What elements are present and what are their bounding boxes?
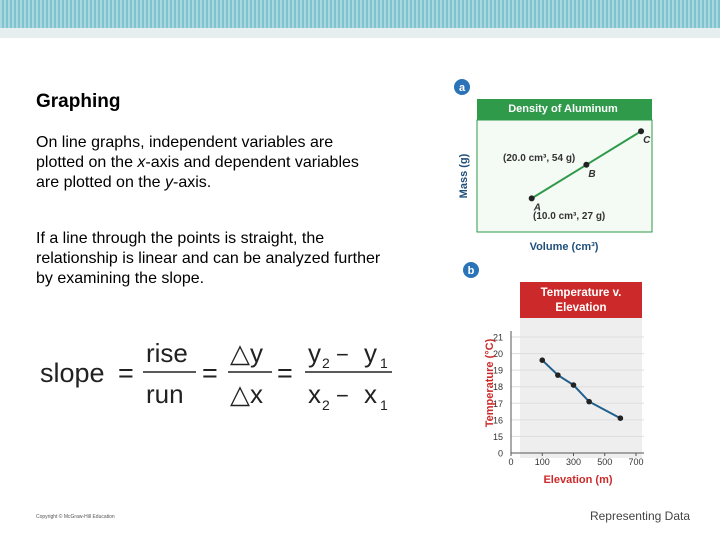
paragraph: On line graphs, independent variables ar…: [36, 133, 381, 193]
panel-letter: a: [459, 82, 466, 94]
y-tick-label: 18: [493, 382, 503, 392]
y-tick-label: 0: [498, 449, 503, 459]
formula-text: 1: [380, 397, 388, 413]
data-point: [583, 161, 590, 168]
y-tick-label: 16: [493, 415, 503, 425]
y-axis-label: Mass (g): [458, 153, 470, 198]
y-tick-label: 17: [493, 399, 503, 409]
copyright: Copyright © McGraw-Hill Education: [36, 514, 115, 520]
data-point: [528, 195, 535, 202]
y-tick-label: 19: [493, 366, 503, 376]
panel-letter: b: [468, 265, 475, 277]
formula-text: slope: [40, 358, 105, 388]
panel-badge: [454, 79, 470, 95]
annotation: (20.0 cm³, 54 g): [503, 153, 575, 164]
point-label: C: [643, 135, 651, 146]
banner-fade: [0, 28, 720, 38]
banner: [0, 0, 720, 28]
formula-text: y: [364, 338, 377, 368]
formula-text: 2: [322, 397, 330, 413]
text-run: If a line through the points is straight…: [36, 230, 381, 287]
formula-text: 1: [380, 355, 388, 371]
y-tick-label: 20: [493, 349, 503, 359]
chart-title: Density of Aluminum: [508, 103, 618, 115]
data-point: [586, 398, 592, 405]
title-bar: [477, 99, 652, 120]
formula-text: x: [364, 379, 377, 409]
chart-title: Temperature v. Elevation: [540, 287, 622, 314]
formula-text: y: [308, 338, 321, 368]
text-run: y: [164, 174, 173, 191]
text-run: x: [137, 154, 146, 171]
x-tick-label: 0: [508, 457, 513, 467]
x-tick-label: 300: [566, 457, 581, 467]
y-axis-label: Temperature (°C): [484, 338, 496, 427]
point-label: A: [533, 202, 541, 213]
data-point: [555, 372, 561, 378]
formula-text: △y: [230, 338, 263, 368]
formula-text: x: [308, 379, 321, 409]
point-label: B: [588, 169, 595, 180]
formula-text: △x: [230, 379, 263, 409]
formula-text: −: [336, 342, 349, 367]
text-run: -axis and dependent variables are plotte…: [36, 154, 359, 191]
plot-area: [476, 119, 653, 233]
data-point: [638, 128, 645, 135]
data-point: [539, 357, 546, 364]
x-tick-label: 500: [597, 457, 612, 467]
formula-text: rise: [146, 338, 188, 368]
x-tick-label: 700: [628, 457, 643, 467]
y-tick-label: 15: [493, 432, 503, 442]
slide-title: Graphing: [36, 91, 121, 112]
formula-text: run: [146, 379, 184, 409]
data-point: [617, 415, 624, 422]
formula-text: =: [277, 358, 293, 388]
text-run: -axis.: [172, 174, 212, 191]
y-tick-label: 21: [493, 333, 503, 343]
panel-badge: [463, 262, 479, 278]
text-run: On line graphs, independent variables ar…: [36, 134, 334, 171]
formula-text: 2: [322, 355, 330, 371]
formula-text: =: [202, 358, 218, 388]
paragraph: If a line through the points is straight…: [36, 229, 381, 289]
formula-text: −: [336, 383, 349, 408]
x-tick-label: 100: [535, 457, 550, 467]
x-axis-label: Volume (cm³): [530, 241, 599, 253]
formula-text: =: [118, 358, 134, 388]
annotation: (10.0 cm³, 27 g): [533, 211, 605, 222]
footer: Representing Data: [589, 509, 690, 523]
x-axis-label: Elevation (m): [543, 474, 612, 486]
data-point: [570, 382, 577, 388]
title-bar: [520, 282, 642, 318]
